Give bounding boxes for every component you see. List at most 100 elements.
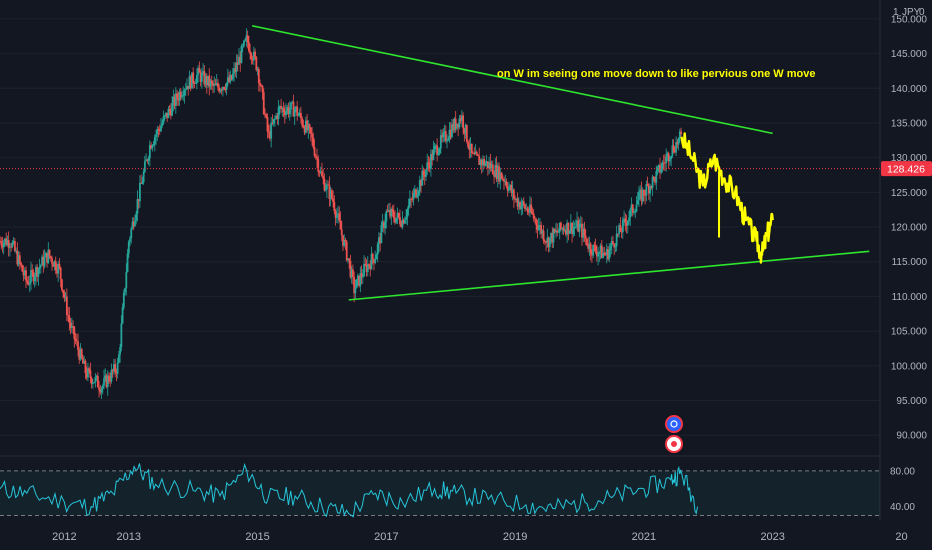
- candle-body: [464, 124, 467, 134]
- candle-body: [675, 142, 677, 153]
- candle-body: [378, 237, 380, 245]
- candle-body: [412, 193, 415, 200]
- trendline[interactable]: [252, 25, 773, 135]
- candle-body: [277, 106, 280, 119]
- candle-body: [568, 230, 571, 234]
- candle-body: [449, 129, 452, 138]
- candle-body: [139, 182, 141, 202]
- candle-body: [532, 213, 535, 219]
- candle-body: [547, 237, 550, 248]
- candle-body: [171, 102, 174, 116]
- annotation-text[interactable]: on W im seeing one move down to like per…: [497, 68, 815, 80]
- candle-body: [433, 146, 436, 150]
- candle-body: [488, 162, 491, 169]
- candle-body: [470, 143, 473, 154]
- candle-body: [350, 269, 353, 278]
- candle-body: [589, 243, 592, 254]
- candle-body: [631, 204, 634, 213]
- candle-body: [42, 256, 45, 267]
- candle-body: [572, 227, 575, 234]
- candle-body: [672, 145, 675, 152]
- candle-body: [423, 175, 426, 177]
- candle-body: [178, 91, 181, 101]
- candle-body: [374, 259, 377, 263]
- candle-body: [630, 204, 633, 210]
- candle-body: [365, 264, 368, 272]
- candle-body: [280, 106, 282, 109]
- candle-body: [396, 212, 399, 218]
- candle-body: [620, 231, 623, 233]
- candle-body: [257, 69, 260, 84]
- candle-body: [650, 186, 653, 188]
- candle-body: [467, 141, 469, 147]
- rsi-panel: [0, 462, 880, 518]
- candle-body: [135, 213, 138, 221]
- candle-body: [75, 340, 78, 342]
- candle-body: [468, 146, 471, 150]
- candle-body: [169, 110, 172, 116]
- candle-body: [22, 271, 25, 276]
- candle-body: [282, 108, 285, 113]
- candle-body: [39, 264, 42, 267]
- candle-body: [68, 315, 71, 323]
- candle-body: [639, 189, 642, 193]
- current-price-tag[interactable]: 128.426: [881, 161, 932, 177]
- candle-body: [230, 75, 233, 80]
- projection-path[interactable]: [680, 132, 774, 264]
- candle-body: [582, 228, 585, 238]
- current-price-value: 128.426: [887, 163, 925, 175]
- candle-body: [187, 85, 190, 89]
- candle-body: [516, 198, 519, 207]
- candle-body: [586, 238, 588, 245]
- candle-body: [61, 279, 63, 290]
- candle-body: [290, 102, 292, 110]
- earnings-marker[interactable]: [665, 435, 683, 453]
- price-axis[interactable]: 150.000 145.000 140.000 135.000 130.000 125.0…: [890, 14, 927, 513]
- candle-body: [600, 245, 603, 259]
- candle-body: [484, 163, 487, 166]
- candle-body: [475, 151, 478, 155]
- candle-body: [359, 273, 362, 286]
- candle-body: [57, 263, 60, 274]
- candle-body: [529, 204, 531, 213]
- candle-body: [313, 147, 316, 156]
- currency-label[interactable]: JPY: [902, 7, 921, 18]
- candle-body: [16, 250, 19, 265]
- candle-body: [537, 226, 540, 230]
- candle-body: [453, 118, 456, 131]
- candle-body: [121, 307, 124, 324]
- candle-body: [291, 101, 294, 103]
- trendline[interactable]: [348, 250, 870, 301]
- candle-body: [1, 244, 4, 248]
- candle-body: [38, 266, 41, 269]
- candle-body: [288, 109, 291, 115]
- candle-body: [562, 228, 565, 231]
- candle-body: [459, 118, 462, 121]
- projection[interactable]: [680, 132, 774, 264]
- candle-body: [623, 218, 625, 220]
- candle-body: [240, 46, 243, 63]
- candle-body: [9, 246, 11, 248]
- candle-body: [479, 159, 482, 165]
- price-tick-label: 105.000: [891, 327, 928, 338]
- candle-body: [145, 159, 148, 162]
- candle-body: [231, 73, 234, 80]
- candle-body: [426, 162, 429, 170]
- time-axis[interactable]: 2012 2013 2015 2017 2019 2021 2023 20: [52, 531, 907, 543]
- candle-body: [93, 382, 96, 384]
- trendlines[interactable]: [252, 25, 870, 301]
- candle-body: [199, 72, 202, 82]
- candle-body: [233, 68, 235, 74]
- candle-body: [252, 51, 255, 61]
- candle-body: [447, 139, 450, 141]
- dividends-marker[interactable]: [665, 415, 683, 433]
- candle-body: [140, 182, 143, 184]
- candle-body: [316, 156, 318, 160]
- candle-body: [218, 87, 221, 92]
- candle-body: [106, 375, 109, 388]
- candle-body: [408, 199, 411, 206]
- candle-body: [142, 171, 145, 183]
- candle-body: [256, 69, 259, 70]
- candle-body: [613, 243, 616, 248]
